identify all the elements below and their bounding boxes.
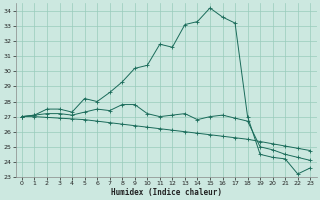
X-axis label: Humidex (Indice chaleur): Humidex (Indice chaleur) <box>111 188 221 197</box>
